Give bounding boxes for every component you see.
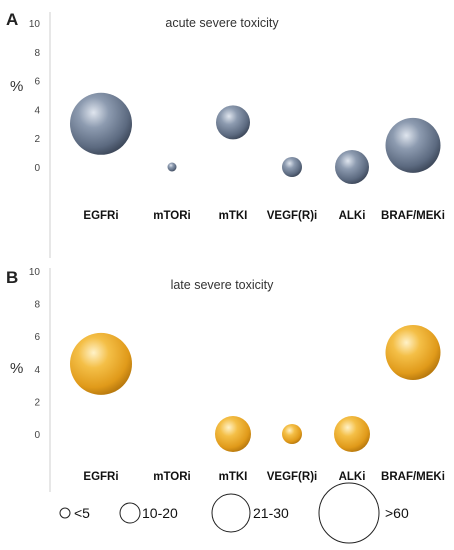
bubble-mtki <box>216 105 250 140</box>
y-tick-label: 8 <box>34 300 40 311</box>
y-tick-label: 4 <box>34 105 40 116</box>
y-tick-label: 10 <box>29 267 41 278</box>
y-tick-label: 2 <box>34 397 40 408</box>
y-tick-label: 0 <box>34 163 40 174</box>
category-label: VEGF(R)i <box>267 471 317 483</box>
legend-circle-gt60 <box>318 482 380 544</box>
legend-label: 10-20 <box>142 505 178 521</box>
legend-circle-lt5 <box>59 507 71 519</box>
panel-letter: A <box>6 10 18 29</box>
category-label: BRAF/MEKi <box>381 210 445 222</box>
category-labels: EGFRi mTORi mTKI VEGF(R)i ALKi BRAF/MEKi <box>83 471 445 483</box>
y-tick-label: 6 <box>34 77 40 88</box>
category-labels: EGFRi mTORi mTKI VEGF(R)i ALKi BRAF/MEKi <box>83 210 445 222</box>
bubble-alki <box>334 416 370 452</box>
bubble-mtki <box>215 416 251 452</box>
bubble-alki <box>335 150 369 184</box>
chart-title: late severe toxicity <box>171 278 275 292</box>
legend-circle-10-20 <box>119 502 141 524</box>
y-ticks: 0 2 4 6 8 10 <box>29 267 41 441</box>
bubble-vegf-r-i <box>282 157 302 177</box>
bubbles <box>70 92 441 184</box>
y-tick-label: 4 <box>34 365 40 376</box>
y-axis-label: % <box>10 360 23 377</box>
panel-b: B late severe toxicity % 0 2 4 6 8 10 EGFRi mT… <box>6 267 445 492</box>
bubble-vegf-r-i <box>282 424 302 444</box>
bubble-braf-meki <box>385 117 441 173</box>
chart-title: acute severe toxicity <box>165 16 279 30</box>
y-axis-label: % <box>10 78 23 95</box>
panel-letter: B <box>6 268 18 287</box>
category-label: EGFRi <box>83 210 118 222</box>
y-tick-label: 6 <box>34 332 40 343</box>
y-tick-label: 8 <box>34 48 40 59</box>
legend-label: 21-30 <box>253 505 289 521</box>
y-tick-label: 10 <box>29 19 41 30</box>
category-label: mTKI <box>219 471 248 483</box>
category-label: BRAF/MEKi <box>381 471 445 483</box>
bubble-egfri <box>70 332 132 395</box>
category-label: EGFRi <box>83 471 118 483</box>
bubble-braf-meki <box>385 325 441 380</box>
bubble-egfri <box>70 92 132 155</box>
legend-circle-21-30 <box>211 493 251 533</box>
legend-label: <5 <box>74 505 90 521</box>
bubble-mtori <box>167 162 177 172</box>
category-label: mTORi <box>153 471 191 483</box>
category-label: ALKi <box>339 210 366 222</box>
legend-label: >60 <box>385 505 409 521</box>
y-tick-label: 0 <box>34 430 40 441</box>
category-label: ALKi <box>339 471 366 483</box>
y-tick-label: 2 <box>34 134 40 145</box>
category-label: VEGF(R)i <box>267 210 317 222</box>
panel-a: A acute severe toxicity % 0 2 4 6 8 10 EGFRi m… <box>6 10 445 258</box>
category-label: mTORi <box>153 210 191 222</box>
category-label: mTKI <box>219 210 248 222</box>
bubbles <box>70 325 441 452</box>
y-ticks: 0 2 4 6 8 10 <box>29 19 41 174</box>
size-legend: <5 10-20 21-30 >60 <box>59 482 409 544</box>
